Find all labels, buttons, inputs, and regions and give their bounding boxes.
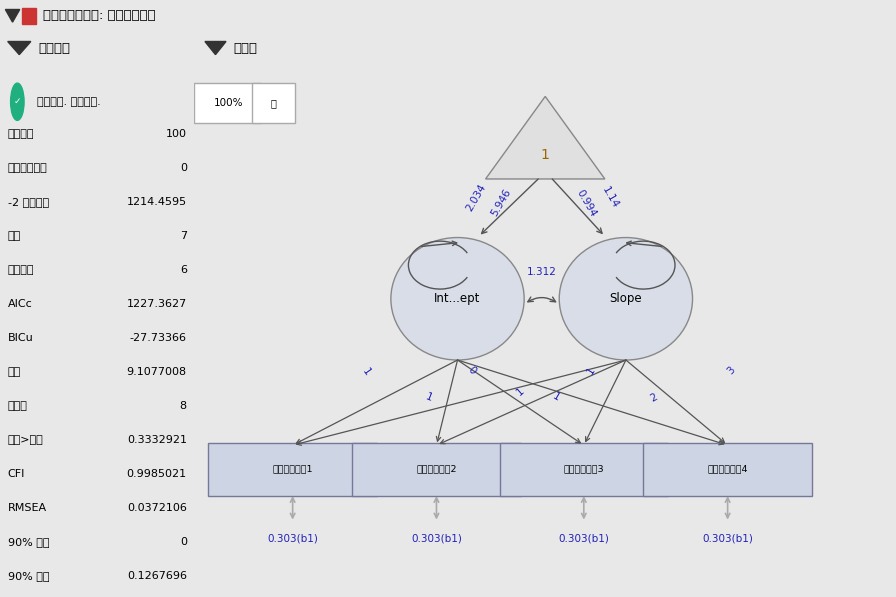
Text: 0: 0 <box>180 537 187 547</box>
Text: 0.303(b1): 0.303(b1) <box>702 533 753 543</box>
FancyBboxPatch shape <box>194 83 261 123</box>
Text: 🔒: 🔒 <box>271 99 277 108</box>
Text: CFI: CFI <box>8 469 25 479</box>
Text: 多项选择年份4: 多项选择年份4 <box>707 464 748 473</box>
Text: 结构化方程模型: 线性增长模型: 结构化方程模型: 线性增长模型 <box>43 10 156 22</box>
Text: Slope: Slope <box>609 293 642 305</box>
FancyBboxPatch shape <box>500 442 668 496</box>
Text: 90% 下限: 90% 下限 <box>8 537 49 547</box>
Text: 90% 上限: 90% 上限 <box>8 571 49 581</box>
Text: 0.0372106: 0.0372106 <box>127 503 187 513</box>
Text: 1214.4595: 1214.4595 <box>126 196 187 207</box>
Ellipse shape <box>559 238 693 360</box>
Text: 1: 1 <box>425 392 435 403</box>
Text: 0.9985021: 0.9985021 <box>126 469 187 479</box>
Text: 2: 2 <box>649 392 659 403</box>
Text: 3: 3 <box>725 365 737 377</box>
FancyBboxPatch shape <box>209 442 377 496</box>
Text: 1.14: 1.14 <box>600 185 621 210</box>
Circle shape <box>11 83 24 121</box>
FancyBboxPatch shape <box>352 442 521 496</box>
Text: 0: 0 <box>180 163 187 173</box>
Text: 路径图: 路径图 <box>233 42 257 54</box>
Polygon shape <box>486 97 605 179</box>
Text: 2.034: 2.034 <box>464 182 488 213</box>
Text: 1: 1 <box>360 367 373 377</box>
Text: 0.303(b1): 0.303(b1) <box>558 533 609 543</box>
Text: 1: 1 <box>585 365 597 376</box>
Text: BICu: BICu <box>8 333 33 343</box>
Text: RMSEA: RMSEA <box>8 503 47 513</box>
Text: -2 对数似然: -2 对数似然 <box>8 196 48 207</box>
Text: 1: 1 <box>541 148 549 162</box>
Text: Int...ept: Int...ept <box>435 293 481 305</box>
Text: 1: 1 <box>515 386 527 398</box>
Text: ✓: ✓ <box>13 97 22 106</box>
Text: 多项选择年份1: 多项选择年份1 <box>272 464 313 473</box>
Text: 卡方: 卡方 <box>8 367 21 377</box>
Text: 自由度: 自由度 <box>8 401 28 411</box>
Text: 带缺失值的行: 带缺失值的行 <box>8 163 47 173</box>
Text: 100: 100 <box>166 129 187 139</box>
Text: 最大似然. 梯度收敛.: 最大似然. 梯度收敛. <box>37 97 100 107</box>
Text: 0.303(b1): 0.303(b1) <box>267 533 318 543</box>
Text: 多项选择年份2: 多项选择年份2 <box>417 464 457 473</box>
Text: 参数数目: 参数数目 <box>8 264 34 275</box>
Text: 多项选择年份3: 多项选择年份3 <box>564 464 604 473</box>
Text: -27.73366: -27.73366 <box>130 333 187 343</box>
FancyBboxPatch shape <box>252 83 296 123</box>
Text: 0.1267696: 0.1267696 <box>127 571 187 581</box>
Text: AICc: AICc <box>8 298 32 309</box>
Polygon shape <box>205 42 226 55</box>
Text: 1227.3627: 1227.3627 <box>126 298 187 309</box>
Text: 0.994: 0.994 <box>574 187 598 219</box>
Text: 0.303(b1): 0.303(b1) <box>411 533 462 543</box>
Text: 5.946: 5.946 <box>489 187 513 219</box>
Text: 迭代: 迭代 <box>8 230 21 241</box>
Text: 100%: 100% <box>213 99 243 108</box>
Text: 1.312: 1.312 <box>527 267 556 277</box>
Ellipse shape <box>391 238 524 360</box>
FancyBboxPatch shape <box>643 442 812 496</box>
Text: 6: 6 <box>180 264 187 275</box>
Text: 9.1077008: 9.1077008 <box>126 367 187 377</box>
Text: 样本大小: 样本大小 <box>8 129 34 139</box>
Text: 0: 0 <box>466 365 478 377</box>
Text: 概率>卡方: 概率>卡方 <box>8 435 43 445</box>
Text: 7: 7 <box>180 230 187 241</box>
Text: 拟合汇总: 拟合汇总 <box>39 42 71 54</box>
Text: 1: 1 <box>550 391 561 404</box>
Text: 0.3332921: 0.3332921 <box>127 435 187 445</box>
Polygon shape <box>5 10 20 22</box>
Polygon shape <box>22 8 36 24</box>
Text: 8: 8 <box>180 401 187 411</box>
Polygon shape <box>8 42 30 55</box>
